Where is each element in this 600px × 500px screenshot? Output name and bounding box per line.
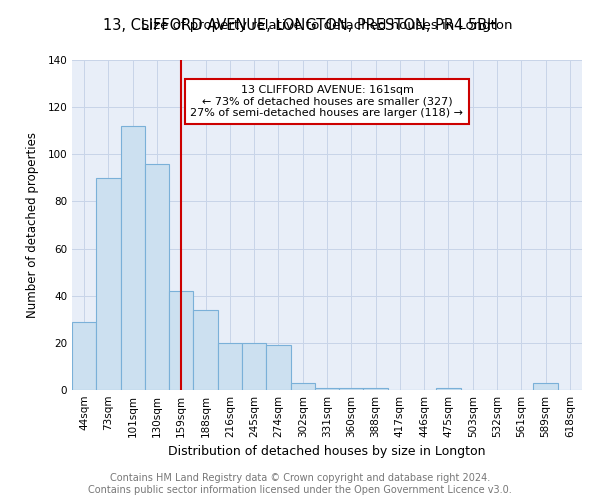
Bar [72, 322, 96, 390]
Bar [533, 383, 558, 390]
Bar [315, 388, 339, 390]
Bar [339, 388, 364, 390]
Bar [266, 345, 290, 390]
Bar [169, 291, 193, 390]
Bar [121, 126, 145, 390]
Bar [436, 388, 461, 390]
Text: Contains HM Land Registry data © Crown copyright and database right 2024.
Contai: Contains HM Land Registry data © Crown c… [88, 474, 512, 495]
Bar [193, 310, 218, 390]
Text: 13 CLIFFORD AVENUE: 161sqm
← 73% of detached houses are smaller (327)
27% of sem: 13 CLIFFORD AVENUE: 161sqm ← 73% of deta… [191, 85, 464, 118]
Bar [218, 343, 242, 390]
Y-axis label: Number of detached properties: Number of detached properties [26, 132, 39, 318]
Title: Size of property relative to detached houses in Longton: Size of property relative to detached ho… [141, 20, 513, 32]
Bar [290, 383, 315, 390]
Bar [364, 388, 388, 390]
Bar [242, 343, 266, 390]
Bar [96, 178, 121, 390]
Bar [145, 164, 169, 390]
Text: 13, CLIFFORD AVENUE, LONGTON, PRESTON, PR4 5BH: 13, CLIFFORD AVENUE, LONGTON, PRESTON, P… [103, 18, 497, 32]
X-axis label: Distribution of detached houses by size in Longton: Distribution of detached houses by size … [168, 446, 486, 458]
